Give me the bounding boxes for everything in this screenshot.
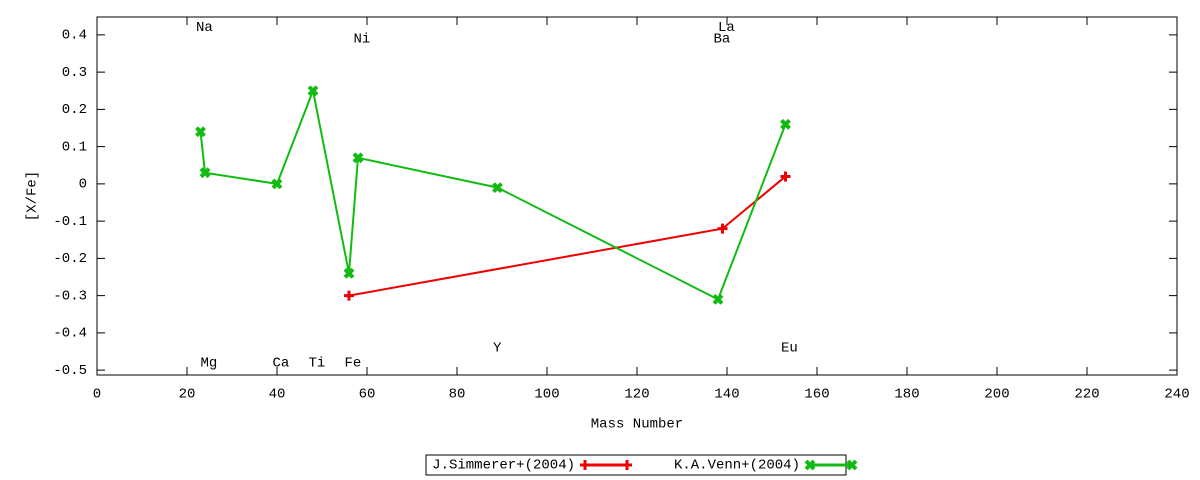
legend-marker bbox=[804, 459, 816, 471]
legend-marker bbox=[846, 459, 858, 471]
annotation: Na bbox=[196, 20, 213, 36]
annotation: Y bbox=[493, 341, 502, 357]
x-tick-label: 220 bbox=[1074, 387, 1099, 403]
data-point bbox=[780, 171, 791, 182]
x-tick-label: 200 bbox=[984, 387, 1009, 403]
annotation: Ti bbox=[309, 355, 326, 371]
y-tick-label: -0.3 bbox=[53, 288, 87, 304]
legend-label: K.A.Venn+(2004) bbox=[674, 458, 800, 474]
legend-marker bbox=[622, 460, 632, 470]
x-tick-label: 80 bbox=[449, 387, 466, 403]
data-point bbox=[343, 267, 355, 279]
y-tick-label: -0.2 bbox=[53, 251, 87, 267]
x-axis-label: Mass Number bbox=[591, 417, 683, 433]
data-point bbox=[712, 293, 724, 305]
x-tick-label: 120 bbox=[624, 387, 649, 403]
annotation: Ca bbox=[273, 355, 290, 371]
data-point bbox=[195, 126, 206, 138]
data-point bbox=[352, 152, 364, 164]
x-tick-label: 100 bbox=[534, 387, 559, 403]
y-tick-label: 0.2 bbox=[62, 102, 87, 118]
annotation: Fe bbox=[345, 355, 362, 371]
data-point bbox=[199, 167, 211, 179]
y-tick-label: -0.4 bbox=[53, 326, 87, 342]
annotation: Mg bbox=[201, 355, 218, 371]
plot-frame bbox=[96, 16, 1178, 376]
annotation: Ba bbox=[714, 31, 731, 47]
data-point bbox=[307, 85, 319, 97]
y-tick-label: 0.3 bbox=[62, 65, 87, 81]
series-line bbox=[199, 87, 787, 301]
x-tick-label: 160 bbox=[804, 387, 829, 403]
annotation: La bbox=[718, 20, 735, 36]
y-tick-label: 0.4 bbox=[62, 28, 87, 44]
x-tick-label: 180 bbox=[894, 387, 919, 403]
y-tick-label: -0.5 bbox=[53, 363, 87, 379]
annotation: Eu bbox=[781, 341, 798, 357]
data-point bbox=[271, 178, 283, 190]
data-point bbox=[344, 290, 354, 301]
x-tick-label: 60 bbox=[359, 387, 376, 403]
x-tick-label: 40 bbox=[269, 387, 286, 403]
x-tick-label: 0 bbox=[93, 387, 101, 403]
legend-label: J.Simmerer+(2004) bbox=[432, 458, 575, 474]
data-point bbox=[780, 118, 791, 130]
y-axis-label: [X/Fe] bbox=[25, 171, 41, 221]
series-line bbox=[348, 175, 787, 297]
data-point bbox=[492, 182, 503, 194]
y-tick-label: 0.1 bbox=[62, 139, 87, 155]
data-point bbox=[717, 223, 728, 234]
x-tick-label: 240 bbox=[1164, 387, 1189, 403]
x-tick-label: 140 bbox=[714, 387, 739, 403]
legend-marker bbox=[580, 460, 590, 470]
y-tick-label: -0.1 bbox=[53, 214, 87, 230]
y-tick-label: 0 bbox=[79, 177, 87, 193]
x-tick-label: 20 bbox=[179, 387, 196, 403]
annotation: Ni bbox=[354, 31, 371, 47]
